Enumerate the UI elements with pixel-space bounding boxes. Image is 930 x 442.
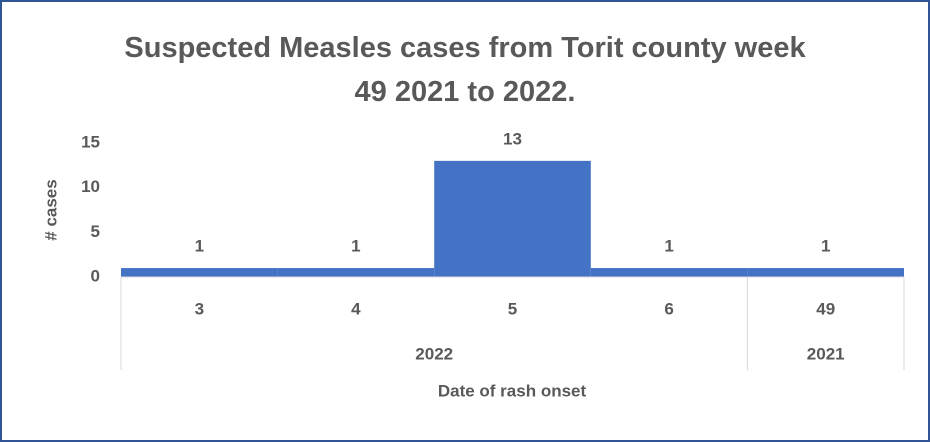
bar bbox=[590, 268, 748, 277]
chart-title-box: Suspected Measles cases from Torit count… bbox=[0, 26, 930, 114]
data-label: 1 bbox=[195, 237, 204, 256]
y-tick-label: 0 bbox=[91, 266, 100, 285]
bar bbox=[434, 160, 591, 277]
data-label: 1 bbox=[821, 237, 830, 256]
y-tick-label: 15 bbox=[81, 132, 100, 151]
x-tick-label: 5 bbox=[508, 299, 517, 318]
data-label: 1 bbox=[351, 237, 360, 256]
x-tick-label: 49 bbox=[816, 299, 835, 318]
group-label: 2022 bbox=[415, 344, 453, 363]
y-tick-label: 5 bbox=[91, 222, 100, 241]
data-label: 13 bbox=[503, 129, 522, 148]
x-axis-title: Date of rash onset bbox=[438, 381, 587, 400]
y-tick-label: 10 bbox=[81, 177, 100, 196]
data-label: 1 bbox=[664, 237, 673, 256]
x-tick-label: 6 bbox=[664, 299, 673, 318]
x-tick-label: 4 bbox=[351, 299, 361, 318]
bar bbox=[277, 268, 435, 277]
y-axis-title: # cases bbox=[41, 179, 60, 240]
bar bbox=[121, 268, 278, 277]
chart-title: Suspected Measles cases from Torit count… bbox=[124, 32, 806, 108]
group-label: 2021 bbox=[807, 344, 845, 363]
bar bbox=[747, 268, 904, 277]
x-tick-label: 3 bbox=[195, 299, 204, 318]
